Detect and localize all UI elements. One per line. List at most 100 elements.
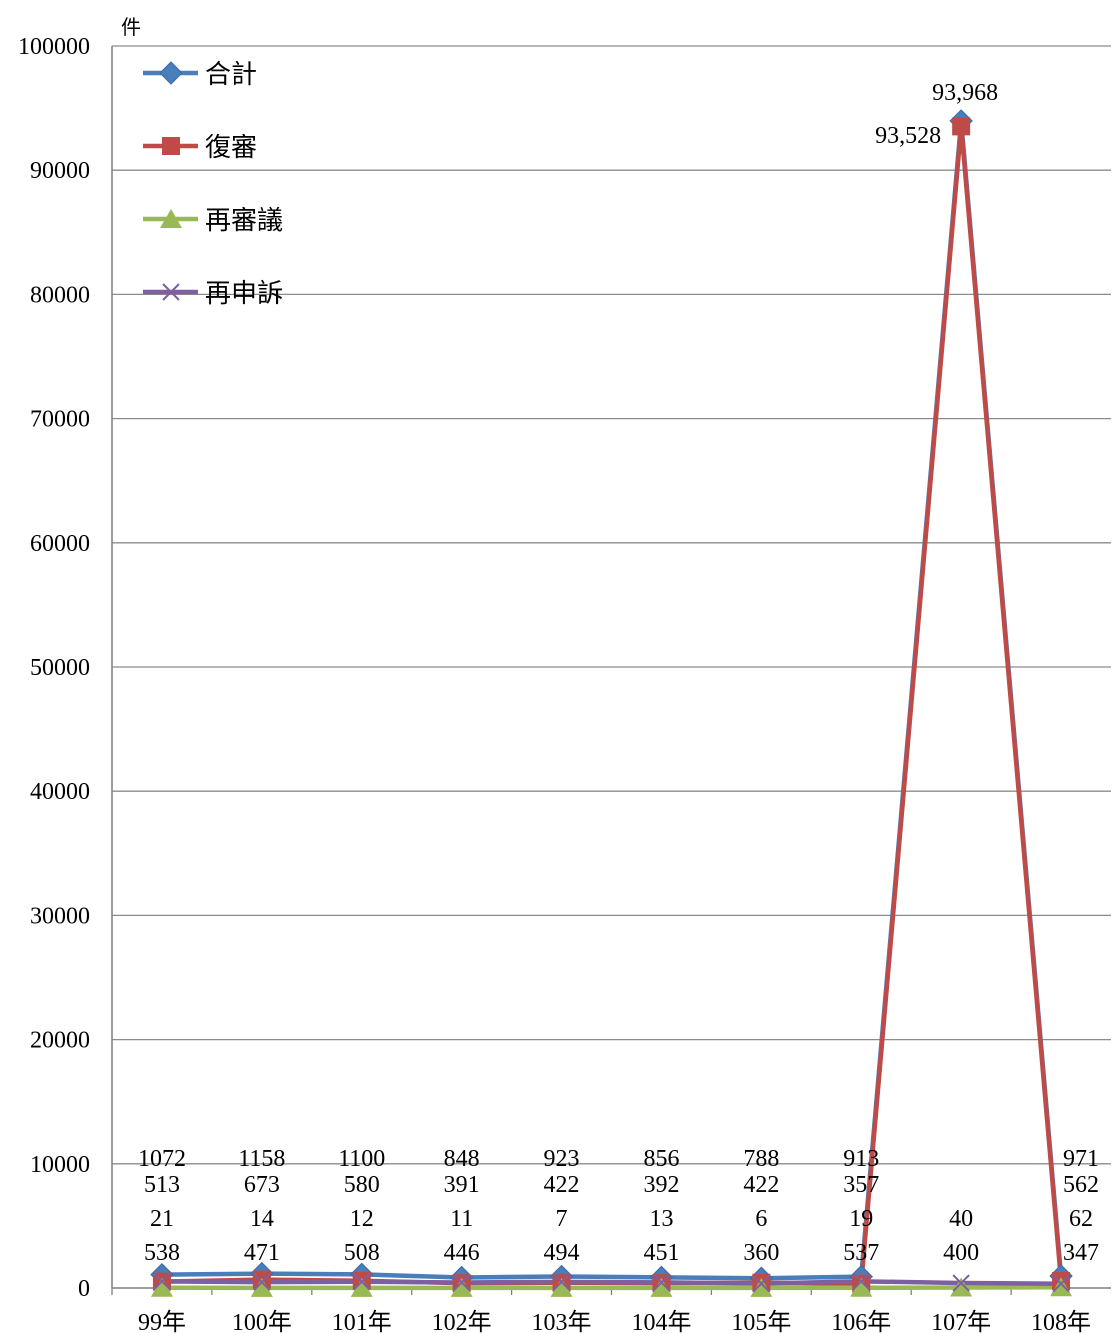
data-label: 6: [755, 1206, 767, 1232]
data-point-s2-4: [550, 1277, 573, 1297]
data-label: 93,968: [932, 80, 998, 106]
series-line-2: [161, 1284, 1062, 1291]
data-label: 848: [444, 1146, 480, 1172]
y-axis-ticks: 0 10000 20000 30000 40000 50000 60000 70000 8000…: [18, 34, 90, 1302]
data-label: 357: [843, 1172, 879, 1198]
data-label: 14: [250, 1206, 274, 1232]
y-tick-label: 100000: [18, 34, 90, 60]
marker-stroke: [353, 1272, 371, 1291]
x-tick-label: 99年: [138, 1309, 186, 1333]
y-tick-label: 0: [78, 1276, 90, 1302]
legend-entry-0: 合計: [143, 60, 257, 90]
marker-stroke: [752, 1274, 771, 1293]
legend-entry-2: 再審議: [143, 206, 283, 236]
data-label: 471: [244, 1240, 280, 1266]
legend-marker: [162, 283, 180, 301]
data-label: 562: [1063, 1172, 1099, 1198]
data-label: 12: [350, 1206, 374, 1232]
data-label: 580: [344, 1172, 380, 1198]
data-point-s2-7: [850, 1277, 873, 1297]
data-point-s1-8: [952, 117, 971, 136]
y-tick-label: 50000: [30, 655, 90, 681]
data-label: 971: [1063, 1146, 1099, 1172]
data-point-s3-0: [153, 1272, 171, 1291]
marker-stroke: [162, 283, 180, 301]
data-labels: 1072 1158 1100 848 923 856 788 913 93,968 971 513 6…: [138, 80, 1099, 1266]
data-point-s2-6: [750, 1277, 773, 1297]
data-label: 392: [643, 1172, 679, 1198]
y-axis-unit-label: 件: [121, 15, 141, 39]
data-label: 494: [544, 1240, 580, 1266]
data-label: 62: [1069, 1206, 1093, 1232]
data-label: 13: [649, 1206, 673, 1232]
series-line-1: [161, 124, 1064, 1286]
data-label: 360: [743, 1240, 779, 1266]
x-tick-label: 102年: [432, 1309, 492, 1333]
data-label: 21: [150, 1206, 174, 1232]
data-label: 923: [544, 1146, 580, 1172]
data-point-s3-4: [552, 1273, 571, 1291]
data-point-s3-8: [952, 1274, 970, 1292]
marker-stroke: [452, 1273, 471, 1292]
data-point-s2-5: [650, 1277, 673, 1297]
legend-marker: [160, 209, 182, 228]
data-point-s2-3: [450, 1277, 473, 1297]
y-tick-label: 60000: [30, 531, 90, 557]
data-label: 1072: [138, 1146, 186, 1172]
data-label: 40: [949, 1206, 973, 1232]
data-label: 19: [849, 1206, 873, 1232]
data-label: 422: [743, 1172, 779, 1198]
legend-label: 再申訴: [205, 279, 283, 309]
y-tick-label: 10000: [30, 1152, 90, 1178]
x-tick-label: 105年: [731, 1309, 791, 1333]
y-tick-label: 40000: [30, 779, 90, 805]
data-label: 673: [244, 1172, 280, 1198]
data-label: 913: [843, 1146, 879, 1172]
data-point-s2-1: [250, 1277, 273, 1297]
x-tick-label: 101年: [332, 1309, 392, 1333]
data-label: 446: [444, 1240, 480, 1266]
x-tick-label: 106年: [831, 1309, 891, 1333]
data-label: 537: [843, 1240, 879, 1266]
data-point-s3-5: [652, 1273, 671, 1292]
data-label: 391: [444, 1172, 480, 1198]
marker-stroke: [652, 1273, 671, 1292]
marker-stroke: [852, 1272, 870, 1291]
legend-label: 再審議: [205, 206, 283, 236]
series-line-3: [161, 1279, 1062, 1286]
marker-stroke: [552, 1273, 571, 1291]
y-tick-label: 70000: [30, 407, 90, 433]
data-label: 422: [544, 1172, 580, 1198]
data-point-s2-8: [950, 1277, 973, 1297]
data-point-s2-9: [1050, 1277, 1073, 1297]
data-label: 856: [643, 1146, 679, 1172]
x-tick-label: 103年: [532, 1309, 592, 1333]
data-point-s3-1: [253, 1273, 271, 1291]
legend-entry-3: 再申訴: [143, 279, 283, 309]
data-label: 400: [943, 1240, 979, 1266]
data-point-s3-9: [1052, 1274, 1070, 1293]
x-tick-label: 108年: [1031, 1309, 1091, 1333]
marker-stroke: [952, 1274, 970, 1292]
legend-marker: [162, 137, 180, 155]
series-lines: [150, 109, 1073, 1297]
y-tick-label: 90000: [30, 158, 90, 184]
data-label: 93,528: [875, 123, 941, 149]
data-label: 451: [643, 1240, 679, 1266]
legend-label: 合計: [205, 60, 257, 90]
legend-label: 復審: [205, 133, 257, 163]
data-label: 1158: [238, 1146, 285, 1172]
data-label: 347: [1063, 1240, 1099, 1266]
marker-stroke: [1052, 1274, 1070, 1293]
data-point-s3-7: [852, 1272, 870, 1291]
data-label: 508: [344, 1240, 380, 1266]
y-tick-label: 80000: [30, 282, 90, 308]
data-point-s3-3: [452, 1273, 471, 1292]
legend-entry-1: 復審: [143, 133, 257, 163]
data-point-s3-2: [353, 1272, 371, 1291]
x-tick-label: 100年: [232, 1309, 292, 1333]
data-label: 513: [144, 1172, 180, 1198]
data-point-s3-6: [752, 1274, 771, 1293]
